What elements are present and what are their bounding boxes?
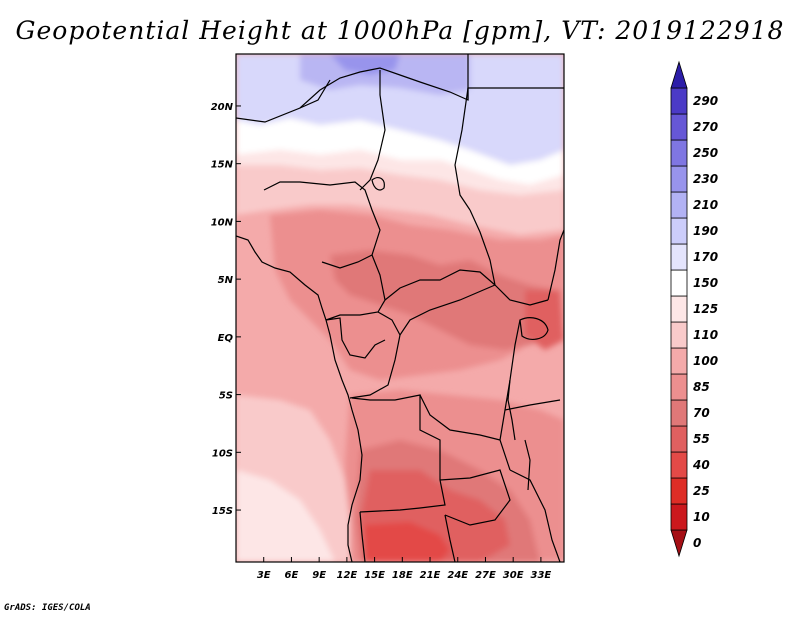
colorbar-segment <box>670 529 688 558</box>
border-drc-south <box>419 394 501 441</box>
colorbar-label: 40 <box>692 458 710 472</box>
border-car <box>384 269 496 301</box>
colorbar-segment <box>670 373 688 401</box>
lon-tick-label: 9E <box>312 570 326 581</box>
border-angola <box>351 394 446 513</box>
colorbar-segment <box>670 503 688 531</box>
colorbar-label: 250 <box>693 146 718 160</box>
colorbar-label: 10 <box>693 510 710 524</box>
contour-north-peak <box>330 54 400 75</box>
map-frame <box>235 53 565 563</box>
border-drc-north <box>377 284 496 337</box>
border-mali-niger <box>299 79 331 109</box>
colorbar-segment <box>670 347 688 375</box>
colorbar-segment <box>670 451 688 479</box>
lat-tick-label: 5S <box>219 391 233 402</box>
colorbar-segment <box>670 321 688 349</box>
contour-central-dark <box>330 250 560 350</box>
colorbar-label: 230 <box>693 172 718 186</box>
colorbar: 0 10 25 40 55 70 85 100 110 125 150 170 190 210 230 250… <box>670 60 718 558</box>
contour-southwest-white <box>236 470 335 562</box>
border-gabon-congo <box>325 317 386 359</box>
lon-tick-label: 15E <box>364 570 385 581</box>
colorbar-segment <box>670 217 688 245</box>
colorbar-label: 70 <box>693 406 710 420</box>
colorbar-label: 150 <box>693 276 718 290</box>
lat-tick-label: 20N <box>211 102 234 113</box>
border-sahara <box>236 54 469 123</box>
contour-sahel-2 <box>236 165 564 235</box>
lon-tick-label: 3E <box>257 570 271 581</box>
contour-field <box>236 54 564 562</box>
colorbar-label: 125 <box>693 302 718 316</box>
coastline-west <box>236 235 363 562</box>
colorbar-label: 25 <box>693 484 710 498</box>
border-nigeria <box>263 181 381 269</box>
colorbar-label: 100 <box>693 354 718 368</box>
lon-tick-label: 18E <box>392 570 413 581</box>
borders <box>236 54 564 562</box>
lon-tick-label: 21E <box>420 570 441 581</box>
contour-white-band <box>236 118 564 185</box>
colorbar-segment <box>670 425 688 453</box>
lat-tick-label: 10N <box>211 217 234 228</box>
border-chad-sudan <box>454 87 471 211</box>
border-drc-east <box>499 319 521 471</box>
lat-tick-label: 15S <box>212 506 233 517</box>
colorbar-label: 210 <box>693 198 718 212</box>
colorbar-label: 55 <box>693 432 710 446</box>
contour-east-dark <box>525 290 564 350</box>
lon-tick-label: 6E <box>285 570 299 581</box>
colorbar-segment <box>670 477 688 505</box>
axis-ticks: 20N 15N 10N 5N EQ 5S 10S 15S 3E 6E 9E 12E 15E 18E 21E 2… <box>211 102 552 581</box>
border-namibia <box>359 511 366 562</box>
colorbar-label: 170 <box>693 250 718 264</box>
lake-victoria <box>519 317 549 340</box>
lon-tick-label: 30E <box>503 570 524 581</box>
colorbar-label: 290 <box>693 94 718 108</box>
lat-tick-label: 15N <box>211 160 234 171</box>
border-mozambique <box>509 469 561 562</box>
colorbar-label: 0 <box>693 536 701 550</box>
border-drc-west <box>349 334 401 399</box>
border-zambia <box>439 469 511 526</box>
lon-tick-label: 24E <box>447 570 468 581</box>
colorbar-segment <box>670 399 688 427</box>
lake-chad <box>371 177 385 191</box>
colorbar-segment <box>670 60 688 89</box>
contour-south-darkest <box>365 522 450 562</box>
lake-tanganyika <box>507 379 516 441</box>
border-botswana <box>444 514 456 562</box>
chart-title: Geopotential Height at 1000hPa [gpm], VT… <box>15 16 785 45</box>
lon-tick-label: 33E <box>531 570 552 581</box>
lat-tick-label: EQ <box>218 333 234 344</box>
border-tanzania <box>504 399 561 411</box>
colorbar-segment <box>670 269 688 297</box>
colorbar-label: 270 <box>693 120 718 134</box>
colorbar-segment <box>670 295 688 323</box>
colorbar-label: 85 <box>693 380 710 394</box>
border-ethiopia <box>547 229 564 301</box>
colorbar-segment <box>670 113 688 141</box>
colorbar-segment <box>670 139 688 167</box>
lat-tick-label: 5N <box>218 275 234 286</box>
border-niger-chad <box>359 70 386 191</box>
colorbar-segment <box>670 191 688 219</box>
colorbar-label: 110 <box>693 328 718 342</box>
colorbar-segment <box>670 87 688 115</box>
colorbar-label: 190 <box>693 224 718 238</box>
colorbar-segment <box>670 243 688 271</box>
colorbar-segment <box>670 165 688 193</box>
border-malawi <box>524 439 531 491</box>
lon-tick-label: 12E <box>336 570 357 581</box>
lat-tick-label: 10S <box>212 448 233 459</box>
grads-credit: GrADS: IGES/COLA <box>4 603 91 613</box>
lon-tick-label: 27E <box>475 570 496 581</box>
